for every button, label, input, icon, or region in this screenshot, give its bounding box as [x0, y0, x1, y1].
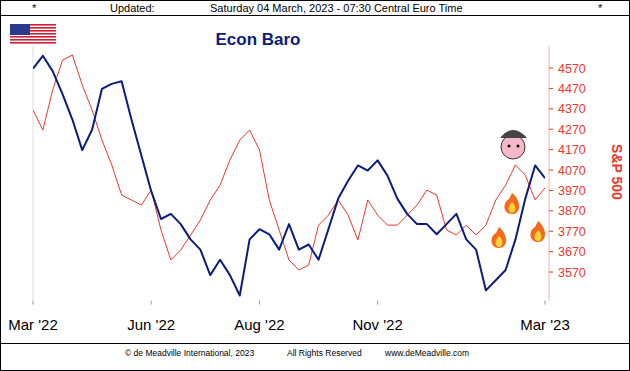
header-text: *: [32, 2, 37, 14]
header-text: Updated:: [110, 2, 155, 14]
y2-tick: [549, 108, 553, 109]
footer-text: www.deMeadville.com: [384, 348, 469, 358]
y2-tick: [549, 251, 553, 252]
x-tick-label: Jun '22: [127, 316, 175, 333]
footer-text: All Rights Reserved: [287, 348, 362, 358]
outer-frame: [1, 1, 630, 371]
y2-tick-label: 4470: [558, 82, 586, 96]
x-tick-label: Nov '22: [352, 316, 402, 333]
y2-tick: [549, 231, 553, 232]
footer-text: © de Meadville International, 2023: [125, 348, 254, 358]
y2-tick: [549, 88, 553, 89]
y2-axis-title: S&P 500: [609, 144, 625, 200]
header-text: Saturday 04 March, 2023 - 07:30 Central …: [210, 2, 463, 14]
y2-tick: [549, 190, 553, 191]
flame-core: [509, 202, 516, 213]
flag-stripe: [10, 42, 56, 44]
x-tick-label: Mar '23: [520, 316, 570, 333]
y2-axis-line: [549, 46, 550, 301]
series-line: [33, 55, 545, 270]
y2-tick: [549, 170, 553, 171]
title: Econ Baro: [215, 30, 300, 49]
flag-stripe: [10, 36, 56, 38]
x-tick: [545, 301, 546, 305]
y2-tick: [549, 129, 553, 130]
y2-tick-label: 4170: [558, 143, 586, 157]
x-tick: [259, 301, 260, 305]
footer-rule: [0, 343, 630, 344]
x-tick-label: Mar '22: [8, 316, 58, 333]
decoration: [491, 130, 545, 248]
plot-area: [33, 55, 545, 296]
x-tick: [377, 301, 378, 305]
y2-tick-label: 3570: [558, 266, 586, 280]
x-tick: [151, 301, 152, 305]
header-rule: [0, 15, 630, 16]
flag: [10, 24, 56, 44]
flag-stripe: [10, 39, 56, 41]
header-text: *: [598, 2, 603, 14]
y2-tick-label: 3770: [558, 225, 586, 239]
x-tick-label: Aug '22: [234, 316, 284, 333]
flag-canton: [10, 24, 30, 35]
y2-tick-label: 3970: [558, 184, 586, 198]
eye: [508, 145, 511, 148]
flame: [491, 227, 506, 248]
flame-core: [496, 236, 503, 247]
flame: [530, 221, 545, 242]
y2-tick-label: 4370: [558, 102, 586, 116]
x-tick: [33, 301, 34, 305]
y2-tick: [549, 210, 553, 211]
series-line: [33, 56, 545, 296]
y2-tick-label: 3670: [558, 245, 586, 259]
y-axis-line: [33, 46, 34, 301]
y2-tick-label: 4570: [558, 62, 586, 76]
y2-tick: [549, 68, 553, 69]
eye: [517, 145, 520, 148]
y2-tick: [549, 272, 553, 273]
cap: [500, 130, 527, 138]
y2-tick-label: 3870: [558, 204, 586, 218]
y2-tick-label: 4070: [558, 164, 586, 178]
face: [501, 135, 525, 159]
chart: * Updated: Saturday 04 March, 2023 - 07:30…: [0, 0, 630, 371]
flame: [504, 193, 519, 214]
y2-tick-label: 4270: [558, 123, 586, 137]
flame-core: [535, 230, 542, 241]
y2-tick: [549, 149, 553, 150]
